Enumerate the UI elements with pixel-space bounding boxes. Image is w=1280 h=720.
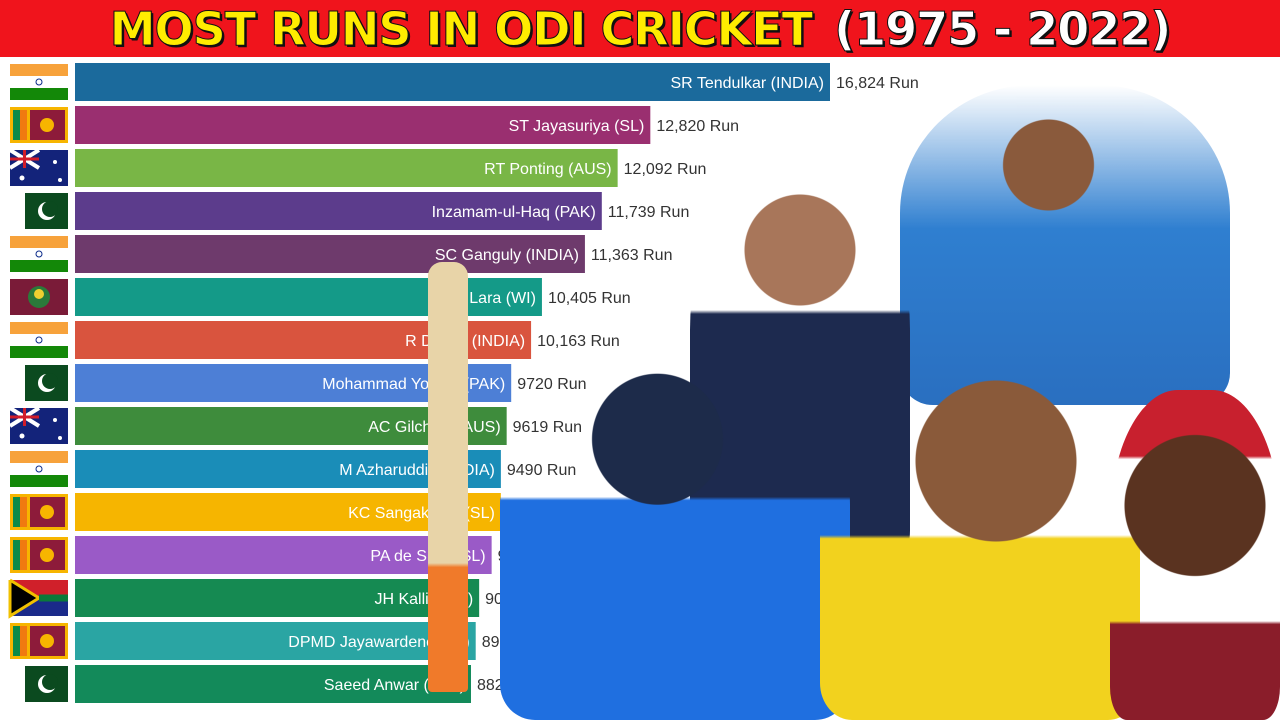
australia-flag-icon	[8, 148, 68, 186]
bar-label: SC Ganguly (INDIA)	[435, 247, 579, 264]
bar-row: ST Jayasuriya (SL) 12,820 Run	[10, 106, 739, 144]
south-africa-flag-icon	[8, 578, 68, 619]
title-banner: MOST RUNS IN ODI CRICKET (1975 - 2022)	[0, 0, 1280, 57]
pakistan-flag-icon	[25, 365, 68, 401]
value-label: 12,092 Run	[624, 161, 707, 178]
value-label: 16,824 Run	[836, 75, 919, 92]
player-photo-lara	[1110, 390, 1280, 720]
player-photo-jayasuriya	[820, 350, 1140, 720]
india-flag-icon	[10, 451, 68, 487]
bar-row: R Dravid (INDIA)10,163 Run	[10, 321, 620, 359]
player-photo-dhoni	[500, 360, 850, 720]
pakistan-flag-icon	[25, 666, 68, 702]
india-flag-icon	[10, 64, 68, 100]
chart-title: MOST RUNS IN ODI CRICKET	[109, 1, 813, 56]
pakistan-flag-icon	[25, 193, 68, 229]
bar-label: ST Jayasuriya (SL)	[509, 118, 645, 135]
bar-row: SR Tendulkar (INDIA) 16,824 Run	[10, 63, 919, 101]
bar-label: SR Tendulkar (INDIA)	[670, 75, 824, 92]
chart-years: (1975 - 2022)	[834, 1, 1172, 56]
bar	[75, 665, 471, 703]
bar-row: KC Sangakkara (SL)9489 Run	[10, 493, 576, 531]
bar	[75, 192, 602, 230]
australia-flag-icon	[8, 406, 68, 444]
bar	[75, 106, 651, 144]
sri-lanka-flag-icon	[10, 537, 68, 573]
bar-label: Mohammad Yousuf (PAK)	[322, 376, 505, 393]
bar-label: Inzamam-ul-Haq (PAK)	[432, 204, 596, 221]
bar-row: JH Kallis (SA)9006 Run	[8, 578, 555, 619]
bar-row: DPMD Jayawardene (SL)8929 Run	[10, 622, 551, 660]
bar-row: SC Ganguly (INDIA) 11,363 Run	[10, 235, 672, 273]
bar	[75, 579, 480, 617]
bar	[75, 63, 830, 101]
value-label: 11,363 Run	[591, 247, 673, 264]
west-indies-flag-icon	[10, 279, 68, 315]
india-flag-icon	[10, 236, 68, 272]
sri-lanka-flag-icon	[10, 494, 68, 530]
bar-label: DPMD Jayawardene (SL)	[288, 634, 469, 651]
bar-row: Saeed Anwar (PAK)8824 Run	[25, 665, 546, 703]
bar-label: M Azharuddin (INDIA)	[339, 462, 495, 479]
sri-lanka-flag-icon	[10, 107, 68, 143]
sri-lanka-flag-icon	[10, 623, 68, 659]
bar	[75, 536, 492, 574]
bar-row: AC Gilchrist (AUS)9619 Run	[8, 406, 582, 445]
bar	[75, 622, 476, 660]
value-label: 11,739 Run	[608, 204, 690, 221]
bar-label: KC Sangakkara (SL)	[348, 505, 495, 522]
value-label: 10,405 Run	[548, 290, 631, 307]
bar-row: PA de Silva (SL)9284 Run	[10, 536, 567, 574]
bar	[75, 235, 585, 273]
india-flag-icon	[10, 322, 68, 358]
bar-label: RT Ponting (AUS)	[484, 161, 611, 178]
bar	[75, 149, 618, 187]
cricket-bat	[428, 262, 468, 692]
bar-row: BC Lara (WI) 10,405 Run	[10, 278, 631, 316]
value-label: 12,820 Run	[656, 118, 739, 135]
bar-row: RT Ponting (AUS) 12,092 Run	[8, 148, 707, 187]
bar-row: M Azharuddin (INDIA)9490 Run	[10, 450, 576, 488]
value-label: 10,163 Run	[537, 333, 620, 350]
bar-row: Mohammad Yousuf (PAK) 9720 Run	[25, 364, 587, 402]
bar-row: Inzamam-ul-Haq (PAK) 11,739 Run	[25, 192, 689, 230]
